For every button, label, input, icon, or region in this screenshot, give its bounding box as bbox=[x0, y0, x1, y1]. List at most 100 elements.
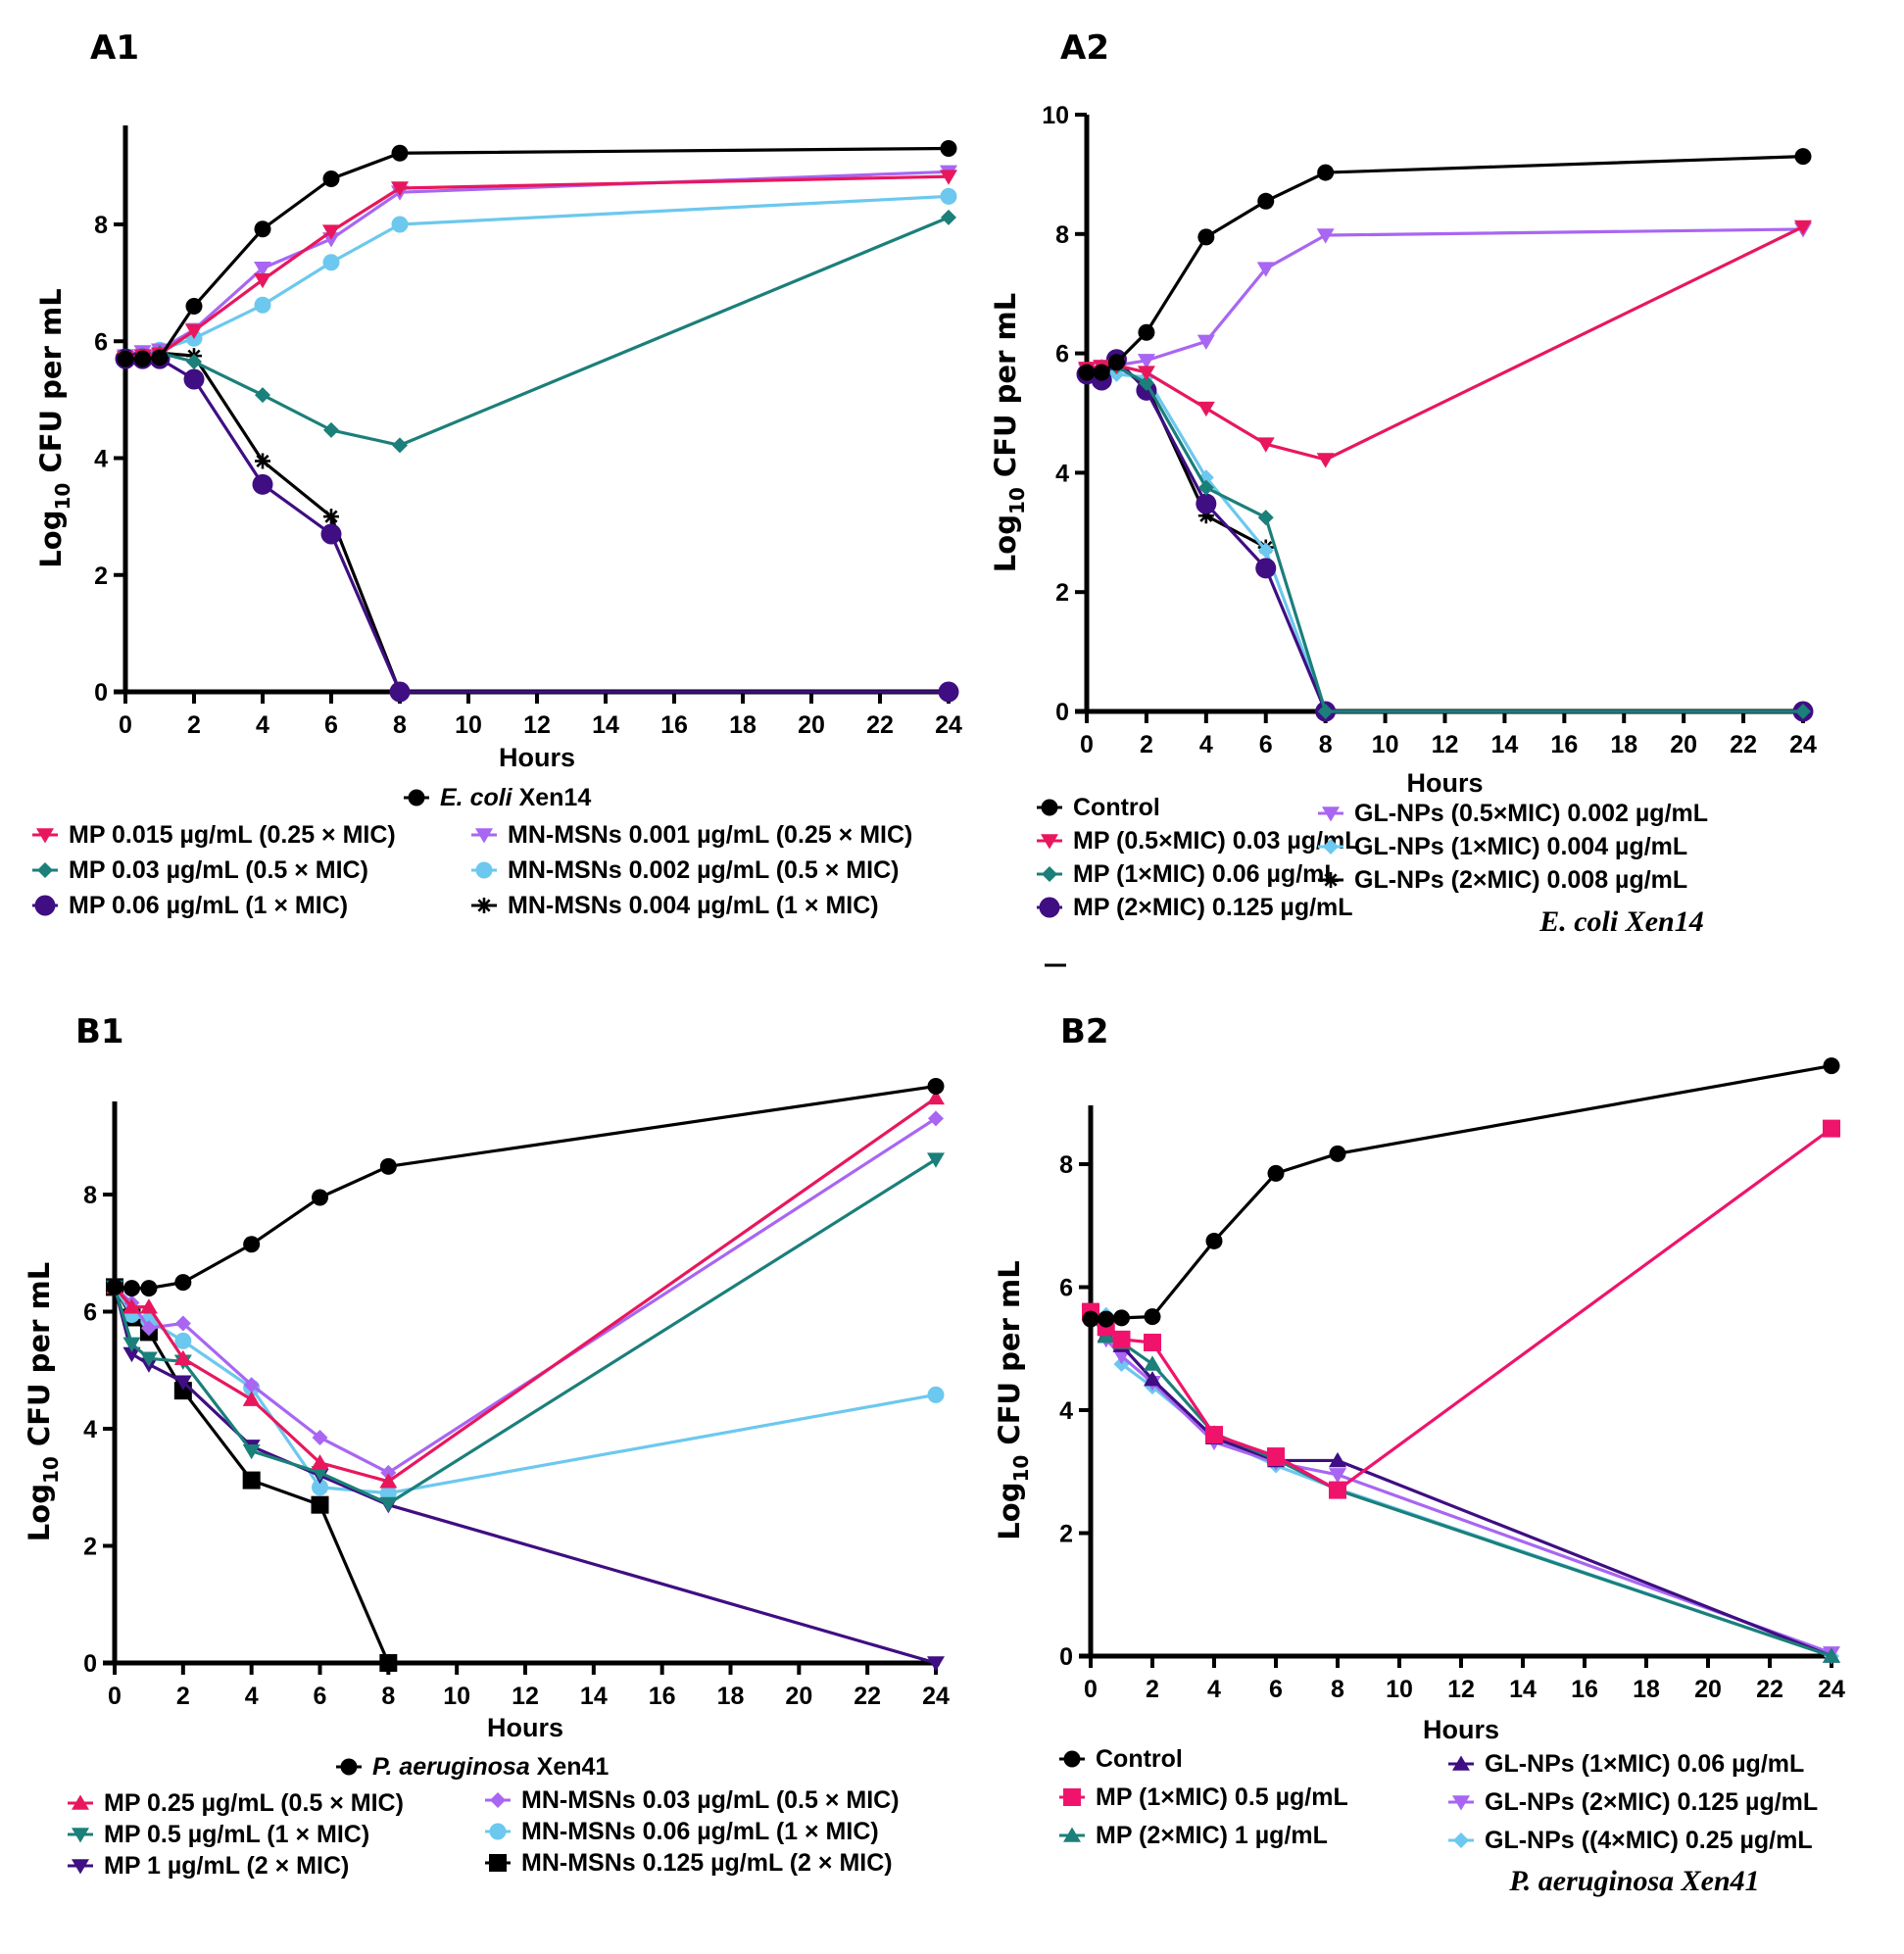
data-point bbox=[1795, 704, 1811, 719]
legend-marker-diamond bbox=[37, 862, 53, 878]
series-line bbox=[1086, 358, 1803, 713]
series-line bbox=[1086, 365, 1803, 713]
series-line bbox=[1086, 225, 1804, 462]
data-point bbox=[106, 1278, 123, 1295]
x-tick-label: 12 bbox=[1432, 731, 1459, 758]
data-point bbox=[1257, 542, 1274, 559]
series-line bbox=[124, 351, 949, 694]
x-tick-label: 6 bbox=[324, 711, 338, 739]
x-tick-label: 22 bbox=[1756, 1676, 1783, 1703]
legend-item: MP (2×MIC) 1 µg/mL bbox=[1059, 1822, 1328, 1849]
series-line bbox=[1089, 1127, 1832, 1492]
legend-label: GL-NPs (2×MIC) 0.008 µg/mL bbox=[1354, 866, 1687, 894]
data-point bbox=[322, 254, 340, 271]
x-tick-label: 20 bbox=[1694, 1676, 1722, 1703]
y-tick-label: 8 bbox=[1059, 1151, 1073, 1179]
series-line bbox=[1090, 1311, 1832, 1658]
series-line bbox=[124, 194, 950, 360]
legend-label: MN-MSNs 0.001 µg/mL (0.25 × MIC) bbox=[508, 821, 912, 849]
legend-item: GL-NPs ((4×MIC) 0.25 µg/mL bbox=[1448, 1827, 1813, 1854]
series-gl-nps-1-mic-0-06-g-ml bbox=[1082, 1306, 1840, 1663]
legend-label: MN-MSNs 0.004 µg/mL (1 × MIC) bbox=[508, 892, 879, 919]
y-axis-title-subscript: 10 bbox=[1009, 1455, 1033, 1483]
data-point bbox=[1329, 1451, 1346, 1468]
data-point bbox=[323, 509, 339, 525]
series-gl-nps-2-mic-0-125-g-ml bbox=[1082, 1304, 1840, 1662]
data-point bbox=[927, 1089, 945, 1105]
legend-label: MP 0.06 µg/mL (1 × MIC) bbox=[69, 892, 348, 919]
legend-label: MP (1×MIC) 0.5 µg/mL bbox=[1096, 1783, 1348, 1811]
legend: P. aeruginosa Xen41 MP 0.25 µg/mL (0.5 × … bbox=[68, 1753, 900, 1880]
series-mp-0-5-mic-0-03-g-ml bbox=[1078, 220, 1812, 468]
data-point bbox=[311, 1495, 329, 1514]
x-tick-label: 0 bbox=[1084, 1676, 1098, 1703]
legend-item: MP (0.5×MIC) 0.03 µg/mL bbox=[1037, 827, 1360, 855]
y-axis-title-rest: CFU per mL bbox=[993, 1260, 1026, 1454]
legend-item: Control bbox=[1059, 1745, 1183, 1773]
data-point bbox=[379, 1654, 398, 1672]
x-tick-label: 14 bbox=[1509, 1676, 1537, 1703]
legend-item: MN-MSNs 0.125 µg/mL (2 × MIC) bbox=[485, 1849, 893, 1877]
x-tick-label: 12 bbox=[1447, 1676, 1475, 1703]
x-tick-label: 6 bbox=[1259, 731, 1273, 758]
data-point bbox=[311, 1454, 329, 1470]
legend-marker-triangle-down bbox=[475, 828, 493, 844]
data-point bbox=[1196, 493, 1217, 514]
x-tick-label: 16 bbox=[1550, 731, 1578, 758]
species-caption: P. aeruginosa Xen41 bbox=[1508, 1865, 1759, 1897]
y-axis-title-rest: CFU per mL bbox=[23, 1262, 56, 1456]
data-point bbox=[254, 261, 271, 277]
data-point bbox=[938, 681, 959, 703]
x-tick-label: 10 bbox=[1372, 731, 1399, 758]
x-tick-label: 24 bbox=[1789, 731, 1817, 758]
legend-label: GL-NPs (1×MIC) 0.06 µg/mL bbox=[1485, 1750, 1804, 1778]
data-point bbox=[322, 170, 340, 187]
data-point bbox=[1257, 510, 1274, 526]
series-group bbox=[1082, 1057, 1840, 1664]
legend-marker-diamond bbox=[1323, 839, 1339, 855]
series-group bbox=[1076, 148, 1814, 722]
series-mp-1-mic-0-06-g-ml bbox=[1079, 358, 1811, 719]
legend-marker-triangle-up bbox=[1063, 1827, 1081, 1842]
legend-marker-triangle-up bbox=[1452, 1755, 1470, 1771]
data-point bbox=[174, 1274, 192, 1292]
legend-label: MP 0.5 µg/mL (1 × MIC) bbox=[104, 1821, 369, 1848]
data-point bbox=[1138, 375, 1154, 392]
legend-label: MP (2×MIC) 1 µg/mL bbox=[1096, 1822, 1328, 1849]
x-tick-label: 8 bbox=[1331, 1676, 1344, 1703]
data-point bbox=[242, 1443, 261, 1460]
y-axis-title-log: Log bbox=[23, 1484, 56, 1541]
data-point bbox=[173, 1349, 192, 1366]
legend-label: MN-MSNs 0.125 µg/mL (2 × MIC) bbox=[521, 1849, 893, 1877]
legend-label: MP 0.25 µg/mL (0.5 × MIC) bbox=[104, 1789, 404, 1817]
data-point bbox=[1144, 1371, 1161, 1387]
data-point bbox=[183, 368, 205, 390]
data-point bbox=[122, 1346, 141, 1363]
series-mp-0-015-g-ml-0-25-mic bbox=[117, 170, 957, 366]
y-tick-label: 8 bbox=[83, 1182, 97, 1209]
legend-marker-circle-lg bbox=[1039, 897, 1060, 918]
x-tick-label: 22 bbox=[1730, 731, 1757, 758]
data-point bbox=[254, 272, 271, 289]
data-point bbox=[927, 1077, 945, 1095]
legend-item: Control bbox=[1037, 794, 1160, 821]
y-tick-label: 6 bbox=[94, 328, 108, 356]
y-axis-title-subscript: 10 bbox=[39, 1456, 63, 1484]
data-point bbox=[1078, 364, 1096, 381]
series-line bbox=[113, 1116, 937, 1475]
legend-marker-triangle-down bbox=[36, 828, 54, 844]
x-tick-label: 4 bbox=[245, 1683, 259, 1710]
y-axis-title-log: Log bbox=[34, 511, 68, 568]
series-mn-msns-0-125-g-ml-2-mic bbox=[106, 1278, 398, 1672]
series-line bbox=[1091, 1064, 1832, 1321]
y-tick-label: 2 bbox=[1055, 579, 1069, 607]
y-tick-label: 2 bbox=[94, 562, 108, 590]
legend-label: MN-MSNs 0.002 µg/mL (0.5 × MIC) bbox=[508, 856, 899, 884]
data-point bbox=[1138, 323, 1155, 341]
y-axis-title: Log10 CFU per mL bbox=[993, 1260, 1033, 1539]
x-tick-label: 16 bbox=[660, 711, 688, 739]
legend-label: MP 1 µg/mL (2 × MIC) bbox=[104, 1852, 349, 1880]
legend-marker-triangle-down bbox=[72, 1859, 89, 1875]
y-axis-title-subscript: 10 bbox=[51, 483, 74, 511]
